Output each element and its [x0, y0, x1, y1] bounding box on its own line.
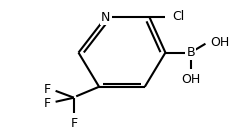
Text: OH: OH	[181, 73, 200, 86]
Text: Cl: Cl	[172, 10, 185, 23]
Text: OH: OH	[210, 36, 229, 49]
Text: F: F	[44, 97, 51, 110]
Text: F: F	[44, 83, 51, 96]
Text: F: F	[70, 117, 77, 130]
Text: N: N	[101, 11, 111, 24]
Text: B: B	[186, 46, 195, 59]
